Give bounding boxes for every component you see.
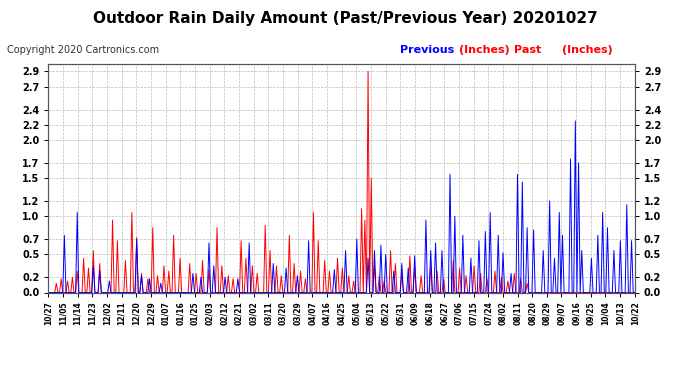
Text: (Inches): (Inches)	[562, 45, 613, 55]
Text: Previous: Previous	[400, 45, 462, 55]
Text: Past: Past	[514, 45, 549, 55]
Text: (Inches): (Inches)	[459, 45, 510, 55]
Text: Copyright 2020 Cartronics.com: Copyright 2020 Cartronics.com	[7, 45, 159, 55]
Text: Outdoor Rain Daily Amount (Past/Previous Year) 20201027: Outdoor Rain Daily Amount (Past/Previous…	[92, 11, 598, 26]
